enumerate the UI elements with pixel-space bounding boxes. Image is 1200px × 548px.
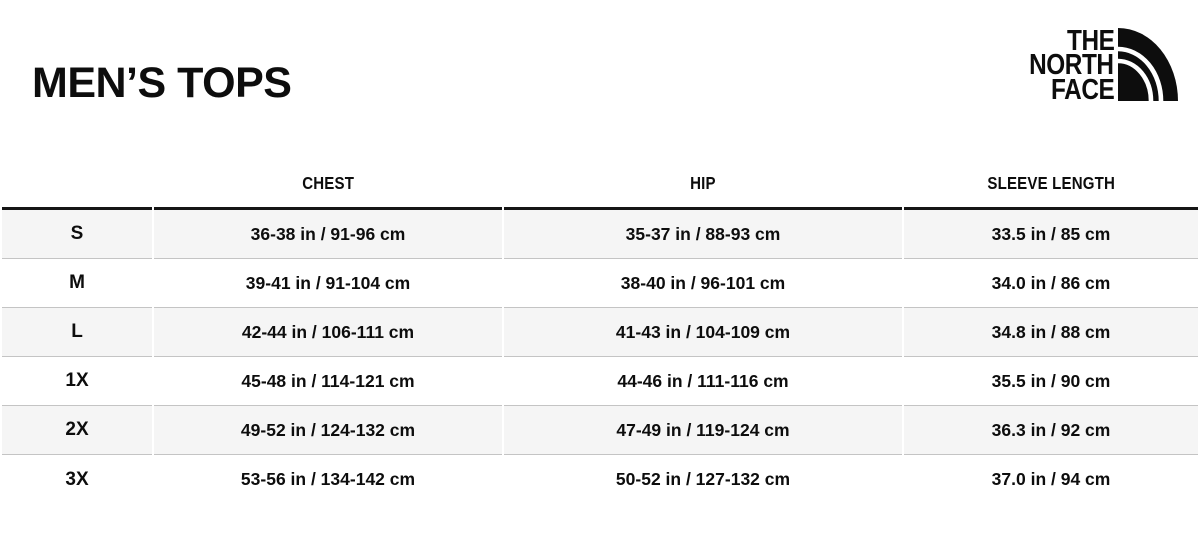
page-title: MEN’S TOPS: [32, 59, 292, 107]
sleeve-value-cell: 37.0 in / 94 cm: [991, 469, 1111, 489]
logo-word-north: NORTH: [1029, 49, 1114, 82]
size-label-cell: 1X: [2, 357, 152, 406]
half-dome-icon: [1118, 28, 1178, 101]
hip-value-cell: 38-40 in / 96-101 cm: [504, 259, 902, 308]
table-row: M 39-41 in / 91-104 cm 38-40 in / 96-101…: [2, 259, 1198, 308]
logo-word-face: FACE: [1050, 73, 1115, 106]
chest-value-cell: 39-41 in / 91-104 cm: [154, 259, 502, 308]
table-row: 1X 45-48 in / 114-121 cm 44-46 in / 111-…: [2, 357, 1198, 406]
hip-value-cell: 47-49 in / 119-124 cm: [504, 406, 902, 455]
sleeve-value-cell: 34.0 in / 86 cm: [904, 259, 1198, 308]
hip-value-cell: 35-37 in / 88-93 cm: [504, 210, 902, 259]
logo-wordmark: THE NORTH FACE: [1013, 25, 1115, 106]
hip-value-cell: 44-46 in / 111-116 cm: [504, 357, 902, 406]
column-header-hip: HIP: [504, 160, 902, 210]
table-row: 3X 53-56 in / 134-142 cm 50-52 in / 127-…: [2, 455, 1198, 504]
chest-value-cell: 45-48 in / 114-121 cm: [154, 357, 502, 406]
header-row: CHEST HIP SLEEVE LENGTH: [2, 160, 1198, 210]
size-table-body: S 36-38 in / 91-96 cm 35-37 in / 88-93 c…: [2, 210, 1198, 504]
chest-value-cell: 36-38 in / 91-96 cm: [154, 210, 502, 259]
sleeve-value-cell: 35.5 in / 90 cm: [904, 357, 1198, 406]
size-label-cell: M: [2, 259, 152, 308]
size-label-cell: 3X: [65, 468, 89, 490]
chest-value-cell: 49-52 in / 124-132 cm: [154, 406, 502, 455]
column-header-size: [2, 160, 152, 210]
sleeve-value-cell: 34.8 in / 88 cm: [904, 308, 1198, 357]
logo-word-the: THE: [1066, 25, 1115, 57]
size-label-cell: S: [2, 210, 152, 259]
sleeve-value-cell: 33.5 in / 85 cm: [904, 210, 1198, 259]
column-header-chest: CHEST: [154, 160, 502, 210]
hip-value-cell: 50-52 in / 127-132 cm: [615, 469, 791, 489]
hip-value-cell: 41-43 in / 104-109 cm: [504, 308, 902, 357]
brand-logo: THE NORTH FACE: [1013, 25, 1178, 106]
table-row: L 42-44 in / 106-111 cm 41-43 in / 104-1…: [2, 308, 1198, 357]
table-row: 2X 49-52 in / 124-132 cm 47-49 in / 119-…: [2, 406, 1198, 455]
size-label-cell: L: [2, 308, 152, 357]
table-row: S 36-38 in / 91-96 cm 35-37 in / 88-93 c…: [2, 210, 1198, 259]
chest-value-cell: 53-56 in / 134-142 cm: [240, 469, 416, 489]
sleeve-value-cell: 36.3 in / 92 cm: [904, 406, 1198, 455]
size-chart-table: CHEST HIP SLEEVE LENGTH S 36-38 in / 91-…: [0, 160, 1200, 504]
column-header-sleeve-length: SLEEVE LENGTH: [904, 160, 1198, 210]
size-label-cell: 2X: [2, 406, 152, 455]
size-table-header: CHEST HIP SLEEVE LENGTH: [2, 160, 1198, 210]
chest-value-cell: 42-44 in / 106-111 cm: [154, 308, 502, 357]
